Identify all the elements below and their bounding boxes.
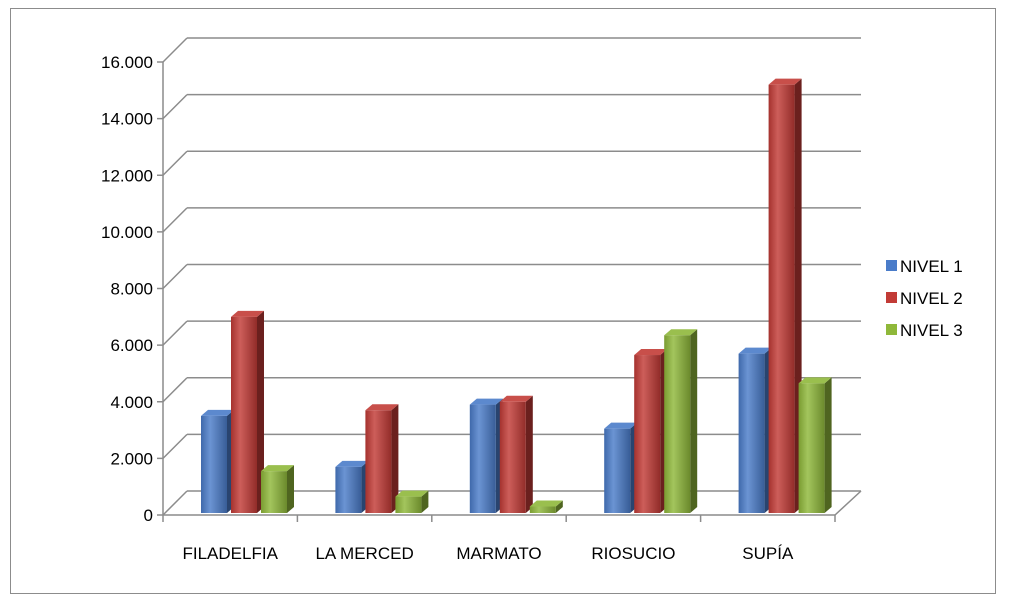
x-tick-label: RIOSUCIO — [591, 544, 675, 563]
bar — [201, 409, 234, 513]
chart-frame: 0 2.000 4.000 6.000 8.000 10.000 12.000 14.000 1… — [10, 8, 996, 594]
bar — [798, 377, 832, 513]
side-wall-line — [162, 94, 188, 120]
bar — [335, 460, 369, 513]
bar — [529, 500, 563, 513]
bar-top — [604, 422, 638, 429]
bar-front — [261, 471, 287, 513]
side-wall-line — [162, 37, 188, 63]
bar-front — [529, 506, 556, 513]
bar-front — [395, 496, 422, 513]
bar — [365, 404, 399, 513]
bar-top — [529, 500, 563, 507]
y-tick-label: 4.000 — [110, 393, 153, 412]
side-wall-line — [162, 490, 188, 516]
bar-side — [525, 395, 533, 513]
x-tick-label: MARMATO — [456, 544, 541, 563]
bar-top — [738, 347, 772, 354]
bar-top — [634, 349, 668, 356]
bar-side — [287, 465, 294, 513]
bar-front — [798, 383, 825, 513]
legend-label: NIVEL 1 — [900, 257, 963, 276]
x-tick-label: FILADELFIA — [182, 544, 278, 563]
bar — [499, 395, 533, 513]
side-wall-line — [162, 433, 188, 459]
bar — [231, 310, 264, 513]
bar — [664, 329, 698, 513]
bar-front — [499, 401, 526, 513]
y-tick-label: 2.000 — [110, 449, 153, 468]
bar-top — [798, 377, 832, 384]
bar-top — [664, 329, 698, 336]
y-tick-label: 12.000 — [101, 166, 153, 185]
bar-front — [604, 428, 631, 513]
bar-front — [768, 84, 795, 514]
bar-side — [824, 377, 832, 513]
side-wall-line — [162, 320, 188, 346]
legend-swatch — [886, 324, 897, 335]
y-tick-label: 6.000 — [110, 336, 153, 355]
bar — [261, 465, 294, 513]
legend: NIVEL 1 NIVEL 2 NIVEL 3 — [886, 257, 963, 340]
bar — [634, 349, 668, 513]
side-wall-line — [162, 150, 188, 176]
bar-top — [365, 404, 399, 411]
bar-chart: 0 2.000 4.000 6.000 8.000 10.000 12.000 14.000 1… — [101, 37, 963, 563]
bar-side — [257, 310, 264, 513]
bar-top — [499, 395, 533, 402]
side-wall-line — [162, 207, 188, 233]
bar-front — [231, 316, 257, 513]
bar-side — [555, 500, 563, 513]
bar-front — [738, 353, 765, 513]
bar-top — [335, 460, 369, 467]
bar-front — [335, 466, 362, 513]
y-tick-label: 14.000 — [101, 110, 153, 129]
bar — [738, 347, 772, 513]
side-wall-line — [162, 263, 188, 290]
y-tick-label: 0 — [144, 506, 153, 525]
floor-edge — [834, 490, 862, 516]
bar-front — [634, 355, 661, 513]
bar-side — [421, 490, 429, 513]
bar-front — [201, 415, 227, 513]
gridlines — [162, 37, 861, 516]
legend-label: NIVEL 2 — [900, 289, 963, 308]
bar-top — [231, 310, 264, 317]
bar-front — [664, 335, 691, 513]
x-tick-label: SUPÍA — [742, 544, 794, 563]
bar — [395, 490, 429, 513]
bar-front — [365, 410, 392, 513]
bar — [604, 422, 638, 513]
bar-top — [201, 409, 234, 416]
bar-top — [768, 78, 802, 85]
legend-swatch — [886, 292, 897, 303]
y-tick-label: 16.000 — [101, 53, 153, 72]
bar-side — [391, 404, 399, 513]
side-wall-line — [162, 377, 188, 403]
bar-side — [690, 329, 698, 513]
legend-swatch — [886, 260, 897, 271]
y-tick-label: 8.000 — [110, 280, 153, 299]
bar — [768, 78, 802, 514]
y-tick-label: 10.000 — [101, 223, 153, 242]
x-tick-label: LA MERCED — [315, 544, 413, 563]
bar — [469, 398, 503, 513]
bar-top — [469, 398, 503, 405]
bar-top — [395, 490, 429, 497]
bar-front — [469, 404, 496, 513]
legend-label: NIVEL 3 — [900, 321, 963, 340]
bar-top — [261, 465, 294, 472]
